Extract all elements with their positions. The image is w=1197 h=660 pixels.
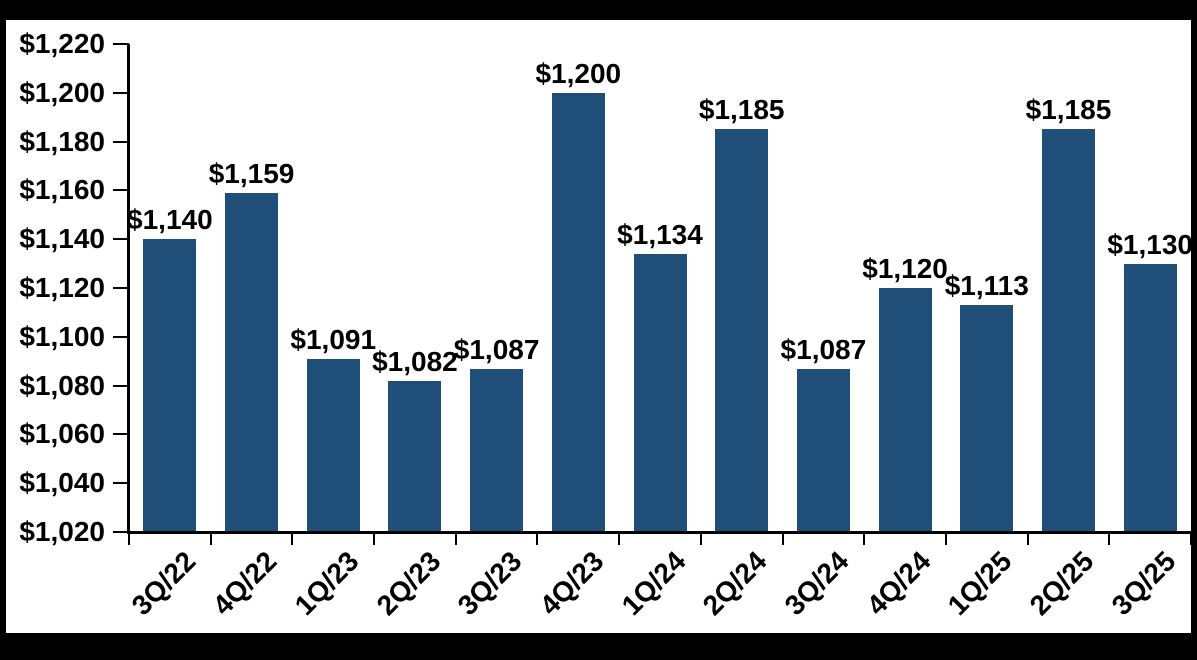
bar-chart: $1,020 $1,040 $1,060 $1,080 $1,100 $1,120 $1,1… [6,20,1193,633]
y-tick-label: $1,220 [19,28,105,59]
y-tick-mark [113,43,129,45]
y-tick-mark [113,238,129,241]
y-tick-mark [113,482,129,485]
x-tick-mark [373,533,376,545]
y-tick-mark [113,189,129,192]
x-axis-label-text: 3Q/22 [125,545,202,622]
bar-value-label-3q-23: $1,087 [453,333,540,365]
bar-value-label-4q-23: $1,200 [535,57,622,89]
bar-4q-22 [225,192,279,532]
y-tick-label: $1,080 [19,369,105,401]
bar-1q-25 [960,305,1014,532]
y-tick-mark [113,531,129,533]
y-tick-label: $1,120 [19,272,105,303]
x-tick-mark [128,533,130,545]
x-tick-mark [781,533,784,545]
y-tick-label: $1,020 [19,516,105,547]
bar-3q-24 [796,368,850,532]
x-axis-label-text: 2Q/23 [370,545,447,622]
x-tick-mark [1108,533,1111,545]
y-axis-line [127,44,130,534]
x-axis-label-text: 1Q/23 [288,545,365,622]
y-tick-label: $1,140 [19,223,105,255]
x-axis-label-text: 3Q/23 [451,545,528,622]
x-tick-mark [699,533,702,545]
x-tick-mark [618,533,621,545]
x-tick-mark [1026,533,1029,545]
bar-1q-24 [633,253,687,532]
x-axis-label-text: 4Q/24 [860,545,937,622]
bar-3q-25 [1123,263,1177,532]
bar-value-label-3q-24: $1,087 [780,333,867,365]
bar-3q-23 [470,368,524,532]
bar-2q-23 [388,380,442,532]
x-axis-label-text: 2Q/25 [1023,545,1100,622]
y-tick-mark [113,91,129,94]
bar-value-label-3q-22: $1,140 [127,204,213,236]
y-tick-label: $1,160 [19,174,105,206]
bar-value-label-1q-25: $1,113 [944,270,1029,302]
y-tick-label: $1,040 [19,467,105,499]
x-tick-mark [291,533,294,545]
bar-value-label-4q-22: $1,159 [208,157,295,189]
x-tick-mark [209,533,212,545]
x-axis-label-text: 1Q/25 [942,545,1018,622]
y-tick-mark [113,335,129,338]
x-axis-label-text: 1Q/24 [615,545,692,622]
x-axis-label-text: 2Q/24 [697,545,773,622]
y-tick-label: $1,060 [19,418,105,450]
y-tick-label: $1,200 [19,76,105,108]
plot-area: $1,140 $1,159 $1,091 $1,082 $1,087 $1,200 $1,1… [127,44,1193,532]
bar-value-label-1q-23: $1,091 [290,323,377,355]
y-tick-label: $1,100 [19,320,105,352]
y-tick-mark [113,433,129,436]
x-axis-line [127,531,1191,534]
bar-2q-24 [715,129,769,532]
y-tick-mark [113,140,129,143]
x-tick-mark [454,533,457,545]
bar-1q-23 [306,358,360,532]
x-axis-label-text: 3Q/24 [778,545,855,622]
bar-value-label-1q-24: $1,134 [617,218,703,250]
x-tick-mark [944,533,947,545]
y-tick-mark [113,287,129,289]
y-tick-mark [113,384,129,387]
bar-4q-23 [551,92,605,532]
bar-value-label-3q-25: $1,130 [1107,228,1193,260]
bar-value-label-2q-24: $1,185 [698,94,785,126]
x-tick-mark [1190,533,1192,545]
bar-3q-22 [143,239,197,532]
x-axis-label-text: 4Q/22 [206,545,283,622]
x-tick-mark [536,533,539,545]
x-tick-mark [863,533,866,545]
bar-2q-25 [1041,129,1095,532]
bar-value-label-2q-23: $1,082 [372,345,458,377]
x-axis-label-text: 3Q/25 [1105,545,1182,622]
bar-4q-24 [878,288,932,532]
x-axis-label-text: 4Q/23 [533,545,610,622]
y-tick-label: $1,180 [19,125,105,157]
bar-value-label-2q-25: $1,185 [1025,94,1112,126]
bar-value-label-4q-24: $1,120 [862,253,948,284]
